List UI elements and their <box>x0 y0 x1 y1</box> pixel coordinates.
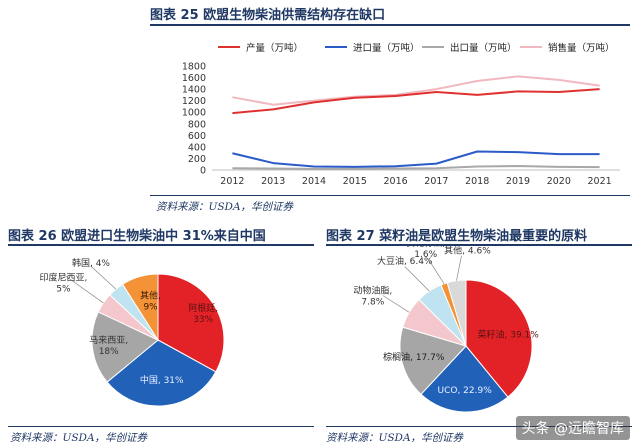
pie-slice <box>157 273 225 373</box>
pie-slice-label: 其他, 4.6% <box>444 246 491 256</box>
legend-swatch-production <box>218 46 240 48</box>
y-tick-label: 800 <box>188 119 206 130</box>
pie-slice-label: 9% <box>143 303 158 313</box>
x-tick-label: 2015 <box>343 176 367 187</box>
watermark: 头条 @远瞻智库 <box>515 416 630 440</box>
fig27-bottom-rule <box>326 426 632 427</box>
pie-slice-label: 1.6% <box>414 250 437 260</box>
pie-slice-label: 阿根廷, <box>188 302 218 314</box>
legend-production: 产量（万吨） <box>218 40 303 54</box>
y-tick-label: 400 <box>188 142 206 153</box>
pie-slice <box>106 339 217 407</box>
series-line-1 <box>232 150 600 168</box>
x-tick-label: 2017 <box>424 176 448 187</box>
pie-slice-label: 7.8% <box>361 298 384 308</box>
legend-label-production: 产量（万吨） <box>246 43 304 54</box>
legend-swatch-sales <box>520 46 542 48</box>
pie-chart-import-origins: 阿根廷,33% 中国, 31% 马来西亚,18% 印度尼西亚,5% 韩国, 4% 其他,9… <box>39 257 225 407</box>
series-line-3 <box>232 75 600 106</box>
y-tick-label: 1800 <box>182 62 206 73</box>
fig25-source: 资料来源：USDA，华创证券 <box>156 201 294 213</box>
legend-label-sales: 销售量（万吨） <box>548 43 615 54</box>
x-tick-label: 2013 <box>261 176 285 187</box>
pie-slice <box>399 326 467 395</box>
pie-leader-line <box>90 266 117 290</box>
pie-slice-label: 大豆油, 6.4% <box>377 255 433 267</box>
x-tick-label: 2021 <box>588 176 612 187</box>
y-tick-label: 600 <box>188 131 206 142</box>
pie-slice-label: 棕榈油, 17.7% <box>383 351 445 363</box>
x-tick-label: 2014 <box>302 176 326 187</box>
pie-leader-line <box>404 266 430 292</box>
pie-slice-label: 5% <box>56 284 71 294</box>
pie-slice-label: 马来西亚, <box>89 335 128 346</box>
series-line-0 <box>232 88 600 115</box>
pie-slice-label: 18% <box>99 347 119 357</box>
pie-slice-label: 菜籽油, 39.1% <box>478 328 540 340</box>
legend-swatch-export <box>422 46 444 48</box>
pie-leader-line <box>63 274 104 304</box>
pie-slice-label: UCO, 22.9% <box>437 386 492 396</box>
legend-label-import: 进口量（万吨） <box>353 43 420 54</box>
pie-chart-feedstocks: 菜籽油, 39.1% UCO, 22.9% 棕榈油, 17.7% 动物油脂,7.8% 大… <box>353 246 540 413</box>
pie-slice-label: 韩国, 4% <box>72 257 110 269</box>
pie-slice-label: 其他, <box>140 290 161 302</box>
x-tick-label: 2019 <box>506 176 530 187</box>
pie-leader-line <box>382 295 410 313</box>
y-tick-label: 200 <box>188 154 206 165</box>
fig26-source: 资料来源：USDA，华创证券 <box>10 432 148 444</box>
pie-slice <box>121 273 159 342</box>
pie-leader-line <box>456 255 462 281</box>
pie-slice <box>465 279 533 398</box>
pie-slice-label: 动物油脂, <box>353 285 392 297</box>
series-line-2 <box>232 164 600 170</box>
pie-slice-label: 33% <box>193 315 213 325</box>
pie-slice <box>420 345 509 413</box>
legend-sales: 销售量（万吨） <box>520 40 615 54</box>
fig25-title: 图表 25 欧盟生物柴油供需结构存在缺口 <box>150 8 386 23</box>
fig26-title-rule <box>8 244 314 246</box>
legend-import: 进口量（万吨） <box>325 40 420 54</box>
fig26-bottom-rule <box>8 426 314 427</box>
legend-export: 出口量（万吨） <box>422 40 517 54</box>
pie-slice <box>91 311 159 383</box>
fig27-source: 资料来源：USDA，华创证券 <box>326 432 464 444</box>
pie-leader-line <box>427 257 445 284</box>
x-tick-label: 2016 <box>384 176 408 187</box>
y-tick-label: 1600 <box>182 73 206 84</box>
legend-label-export: 出口量（万吨） <box>450 43 517 54</box>
y-tick-label: 1400 <box>182 85 206 96</box>
fig26-title: 图表 26 欧盟进口生物柴油中 31%来自中国 <box>8 229 266 244</box>
x-tick-label: 2020 <box>547 176 571 187</box>
legend-swatch-import <box>325 46 347 48</box>
pie-slice-label: 中国, 31% <box>140 374 184 386</box>
fig25-title-rule <box>150 24 630 26</box>
fig25-bottom-rule <box>150 195 630 196</box>
y-tick-label: 1200 <box>182 96 206 107</box>
fig27-title: 图表 27 菜籽油是欧盟生物柴油最重要的原料 <box>326 229 588 244</box>
x-tick-label: 2018 <box>465 176 489 187</box>
pie-slice-label: 印度尼西亚, <box>39 271 87 283</box>
y-tick-label: 1000 <box>182 108 206 119</box>
y-tick-label: 0 <box>200 166 206 177</box>
x-tick-label: 2012 <box>220 176 244 187</box>
pie-slice-label: 葵花籽油, <box>406 246 445 249</box>
fig27-title-rule <box>326 244 632 246</box>
